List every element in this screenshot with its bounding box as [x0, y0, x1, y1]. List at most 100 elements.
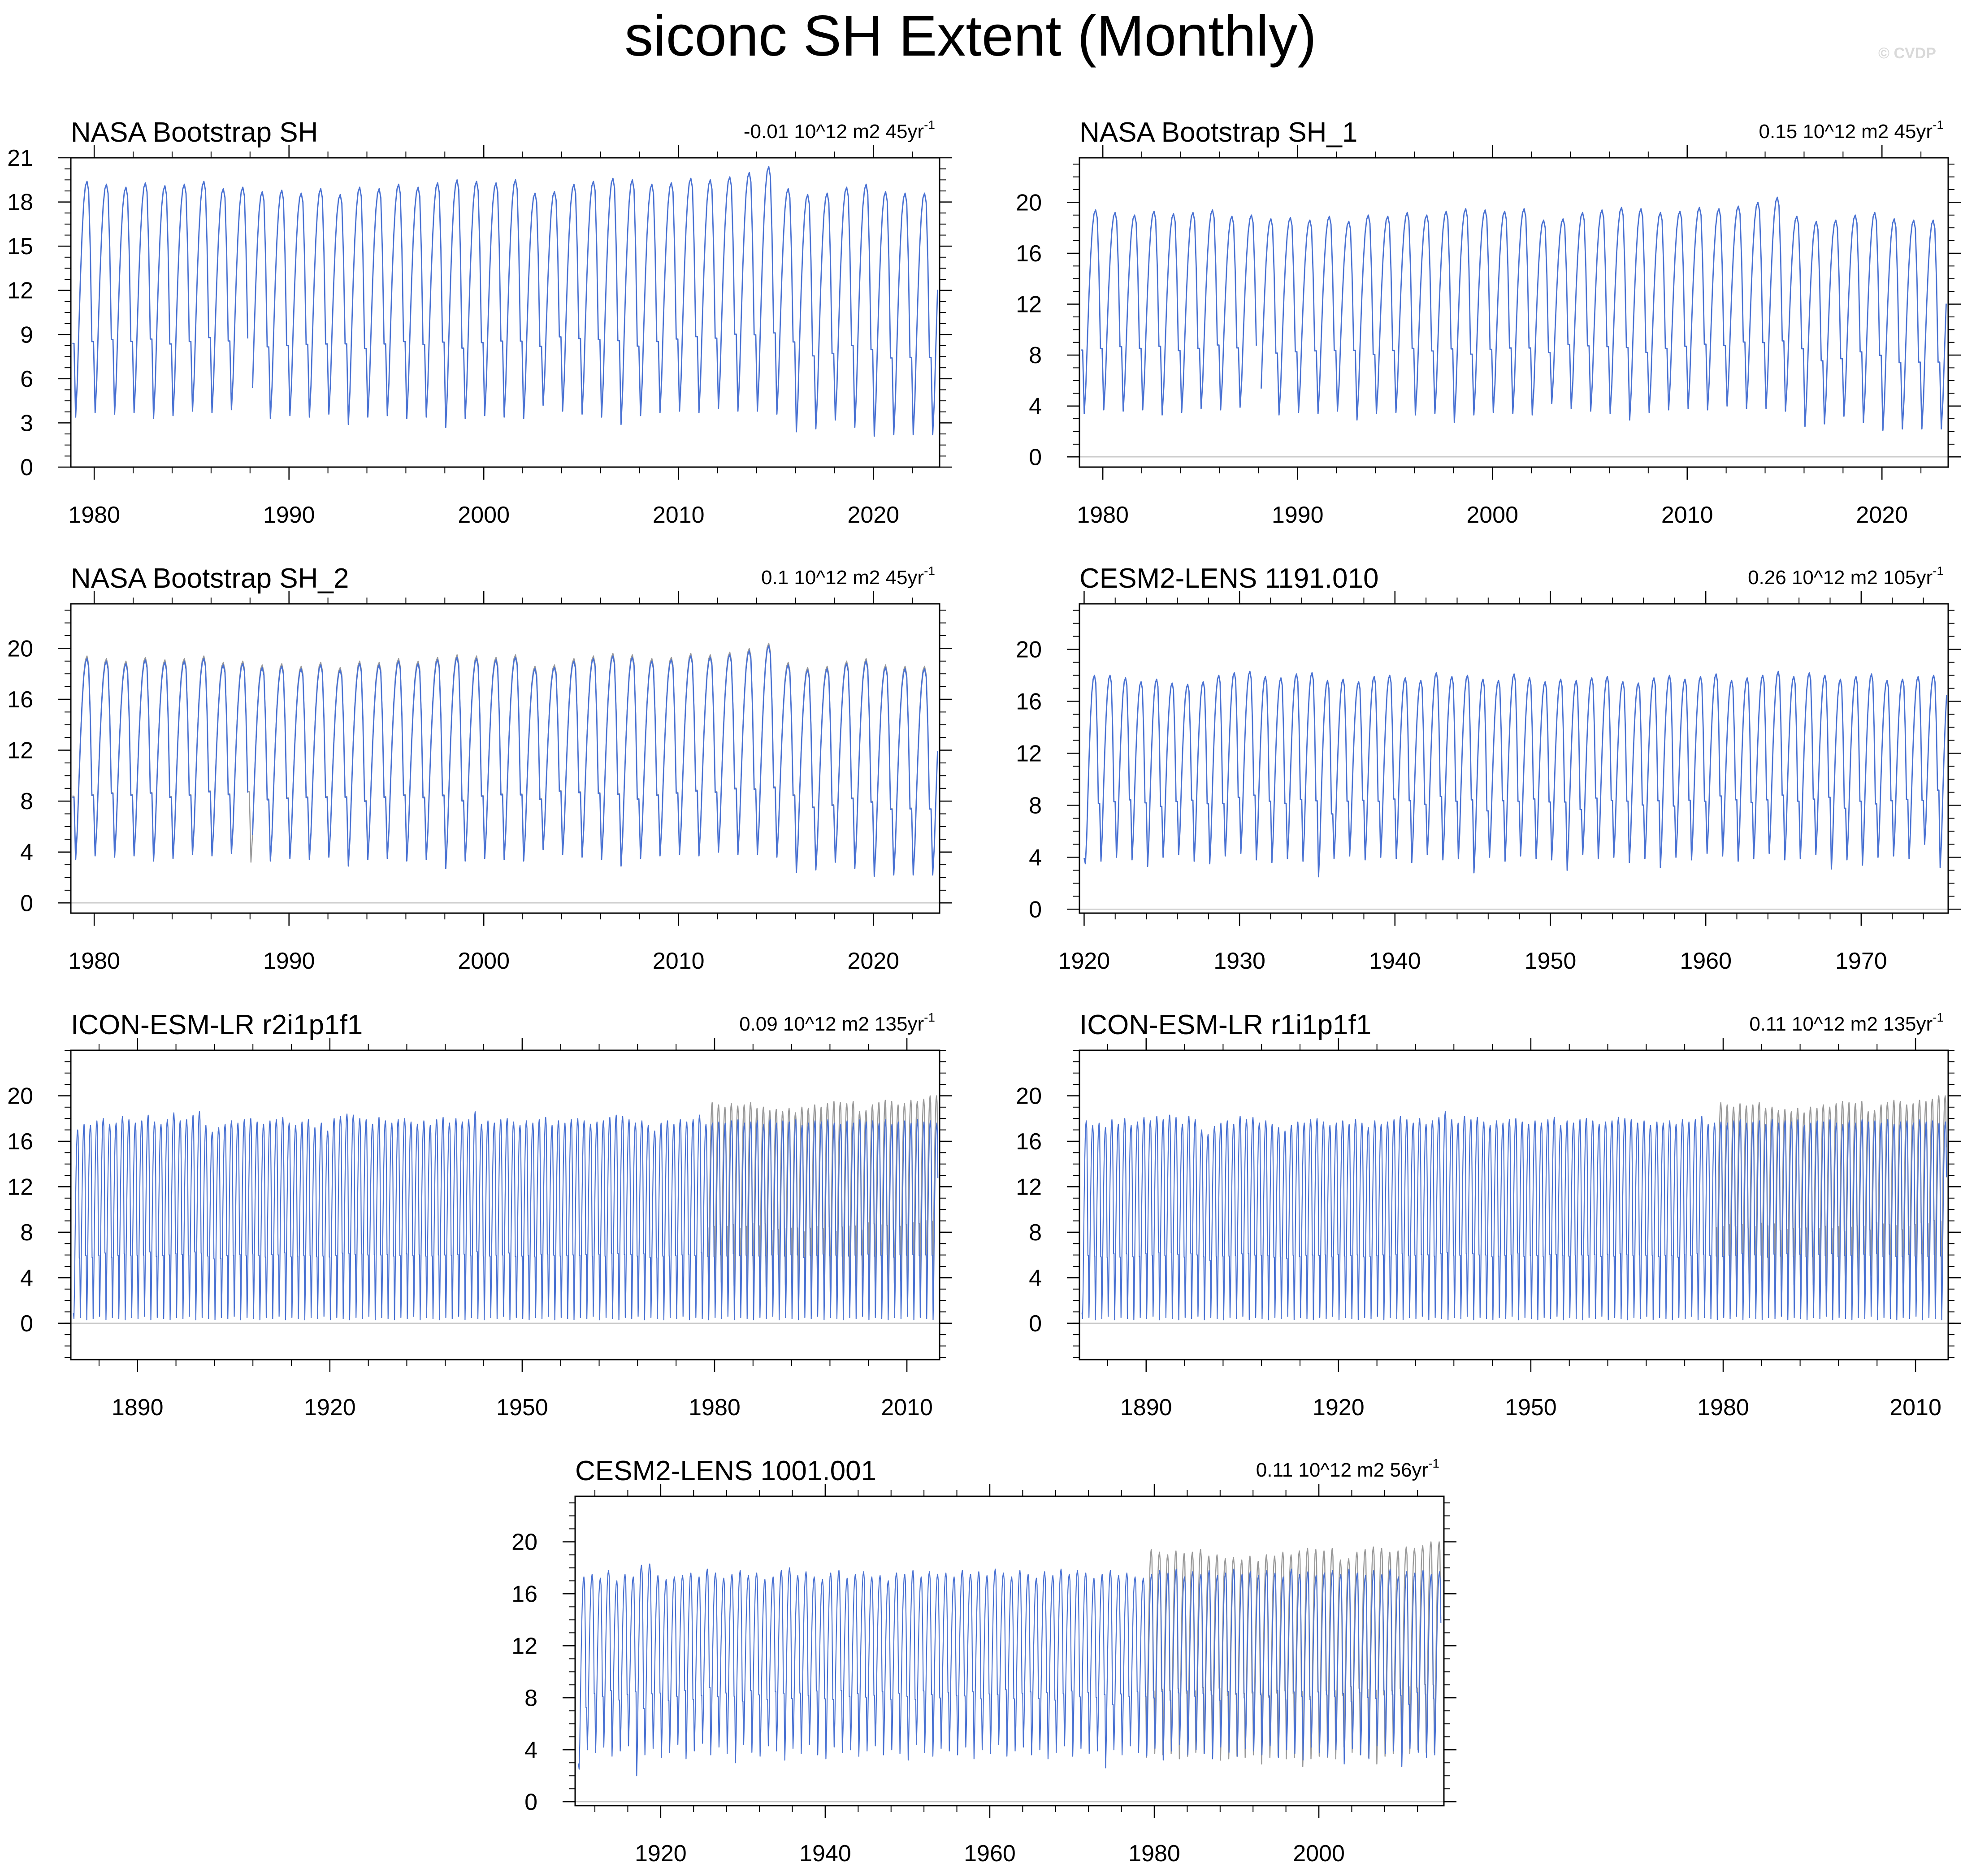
panel-4: CESM2-LENS 1191.010 0.26 10^12 m2 105yr-1… — [1016, 563, 1961, 974]
x-tick-label: 1890 — [112, 1395, 164, 1421]
x-tick-label: 1950 — [496, 1395, 548, 1421]
x-tick-label: 2020 — [1856, 502, 1908, 528]
trend-value: 0.26 10^12 m2 105yr — [1748, 567, 1933, 589]
x-tick-label: 2010 — [653, 948, 705, 974]
x-tick-label: 1970 — [1835, 948, 1887, 974]
y-tick-label: 15 — [7, 234, 33, 260]
y-tick-label: 18 — [7, 190, 33, 216]
series-line — [1083, 671, 1947, 878]
y-tick-label: 9 — [20, 322, 33, 348]
x-tick-label: 1980 — [68, 948, 120, 974]
x-tick-label: 2010 — [1661, 502, 1713, 528]
trend-exponent: -1 — [1933, 564, 1944, 578]
trend-value: 0.11 10^12 m2 56yr — [1256, 1459, 1428, 1481]
y-tick-label: 8 — [20, 1220, 33, 1246]
trend-value: -0.01 10^12 m2 45yr — [744, 121, 924, 143]
trend-exponent: -1 — [1933, 1010, 1944, 1024]
panel-2: NASA Bootstrap SH_1 0.15 10^12 m2 45yr-1 0… — [1016, 117, 1961, 528]
y-tick-label: 0 — [1029, 897, 1042, 923]
plot-frame — [1079, 1049, 1949, 1360]
plot-frame — [1079, 157, 1949, 468]
x-tick-label: 2000 — [1466, 502, 1518, 528]
x-tick-label: 1920 — [304, 1395, 356, 1421]
y-tick-label: 8 — [1029, 1220, 1042, 1246]
series-line — [1081, 196, 1947, 431]
x-tick-label: 2010 — [1889, 1395, 1941, 1421]
x-tick-label: 1980 — [1697, 1395, 1749, 1421]
x-tick-label: 1990 — [263, 502, 315, 528]
x-tick-label: 2000 — [1293, 1841, 1345, 1867]
trend-label: -0.01 10^12 m2 45yr-1 — [744, 118, 935, 143]
x-tick-label: 2000 — [458, 948, 510, 974]
series-line — [578, 1563, 1442, 1776]
panel-title: ICON-ESM-LR r1i1p1f1 — [1079, 1009, 1371, 1040]
y-tick-label: 0 — [20, 455, 33, 481]
trend-exponent: -1 — [1933, 118, 1944, 132]
panel-5: ICON-ESM-LR r2i1p1f1 0.09 10^12 m2 135yr-… — [7, 1009, 952, 1421]
panel-7: CESM2-LENS 1001.001 0.11 10^12 m2 56yr-10… — [511, 1456, 1456, 1867]
y-tick-label: 8 — [20, 789, 33, 815]
y-tick-label: 0 — [20, 890, 33, 916]
y-tick-label: 8 — [1029, 793, 1042, 819]
y-tick-label: 0 — [1029, 444, 1042, 470]
y-tick-label: 16 — [7, 687, 33, 713]
panel-title: NASA Bootstrap SH_2 — [71, 563, 349, 594]
panel-title: NASA Bootstrap SH — [71, 117, 318, 148]
panel-title: NASA Bootstrap SH_1 — [1079, 117, 1357, 148]
page-title: siconc SH Extent (Monthly) — [624, 4, 1317, 68]
y-tick-label: 16 — [7, 1129, 33, 1155]
y-tick-label: 0 — [1029, 1311, 1042, 1337]
x-tick-label: 1950 — [1505, 1395, 1557, 1421]
trend-value: 0.11 10^12 m2 135yr — [1749, 1013, 1933, 1035]
y-tick-label: 12 — [7, 1174, 33, 1200]
y-tick-label: 0 — [524, 1789, 537, 1815]
plot-frame — [574, 1495, 1445, 1807]
x-tick-label: 2010 — [881, 1395, 933, 1421]
trend-exponent: -1 — [1428, 1456, 1439, 1470]
trend-label: 0.11 10^12 m2 135yr-1 — [1749, 1010, 1944, 1035]
x-tick-label: 1980 — [1077, 502, 1129, 528]
y-tick-label: 16 — [1016, 689, 1042, 715]
x-tick-label: 1990 — [1272, 502, 1324, 528]
series-line — [1081, 1111, 1947, 1321]
y-tick-label: 12 — [511, 1633, 537, 1659]
panel-1: NASA Bootstrap SH -0.01 10^12 m2 45yr-1 0 3… — [7, 117, 952, 528]
x-tick-label: 2020 — [847, 948, 899, 974]
y-tick-label: 4 — [524, 1737, 537, 1763]
x-tick-label: 1930 — [1213, 948, 1265, 974]
trend-label: 0.26 10^12 m2 105yr-1 — [1748, 564, 1944, 589]
series-line — [72, 645, 938, 877]
plot-frame — [70, 603, 940, 914]
y-tick-label: 20 — [511, 1529, 537, 1555]
x-tick-label: 2020 — [847, 502, 899, 528]
x-tick-label: 1940 — [1369, 948, 1421, 974]
panel-title: ICON-ESM-LR r2i1p1f1 — [71, 1009, 363, 1040]
y-tick-label: 8 — [1029, 342, 1042, 368]
trend-value: 0.15 10^12 m2 45yr — [1759, 121, 1933, 143]
y-tick-label: 16 — [1016, 241, 1042, 267]
trend-value: 0.09 10^12 m2 135yr — [739, 1013, 924, 1035]
y-tick-label: 12 — [1016, 741, 1042, 767]
plot-frame — [70, 1049, 940, 1360]
y-tick-label: 12 — [1016, 292, 1042, 318]
trend-label: 0.1 10^12 m2 45yr-1 — [761, 564, 935, 589]
y-tick-label: 12 — [7, 278, 33, 304]
y-tick-label: 4 — [1029, 1265, 1042, 1291]
x-tick-label: 2000 — [458, 502, 510, 528]
y-tick-label: 0 — [20, 1311, 33, 1337]
x-tick-label: 1960 — [964, 1841, 1016, 1867]
x-tick-label: 2010 — [653, 502, 705, 528]
trend-exponent: -1 — [924, 1010, 935, 1024]
watermark: © CVDP — [1878, 45, 1936, 62]
trend-label: 0.09 10^12 m2 135yr-1 — [739, 1010, 935, 1035]
trend-label: 0.11 10^12 m2 56yr-1 — [1256, 1456, 1439, 1481]
x-tick-label: 1920 — [1058, 948, 1110, 974]
y-tick-label: 4 — [20, 1265, 33, 1291]
y-tick-label: 21 — [7, 145, 33, 171]
y-tick-label: 16 — [1016, 1129, 1042, 1155]
y-tick-label: 8 — [524, 1685, 537, 1711]
y-tick-label: 12 — [1016, 1174, 1042, 1200]
panel-3: NASA Bootstrap SH_2 0.1 10^12 m2 45yr-1 0 4… — [7, 563, 952, 974]
x-tick-label: 1920 — [1313, 1395, 1365, 1421]
x-tick-label: 1980 — [68, 502, 120, 528]
